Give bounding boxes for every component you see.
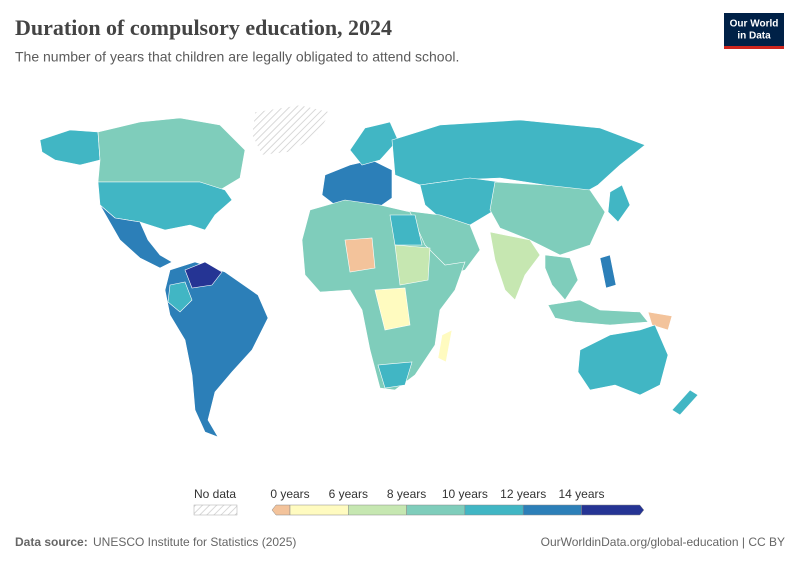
no-data-label: No data bbox=[194, 487, 236, 501]
logo-underline bbox=[724, 46, 784, 49]
central-asia bbox=[419, 177, 501, 226]
legend-label: 0 years bbox=[270, 487, 309, 501]
alaska bbox=[39, 129, 101, 166]
title: Duration of compulsory education, 2024 bbox=[15, 15, 392, 40]
philippines bbox=[599, 254, 617, 289]
scandinavia bbox=[349, 121, 399, 166]
legend-swatch bbox=[289, 504, 349, 516]
japan bbox=[607, 184, 631, 223]
indonesia bbox=[547, 299, 649, 326]
map bbox=[39, 104, 699, 438]
legend-swatch bbox=[271, 504, 291, 516]
logo-box bbox=[724, 13, 784, 49]
url[interactable]: OurWorldinData.org/global-education | CC… bbox=[541, 535, 785, 549]
legend-swatch bbox=[406, 504, 466, 516]
legend-label: 14 years bbox=[558, 487, 604, 501]
no-data-swatch bbox=[193, 504, 238, 516]
east-africa bbox=[394, 244, 431, 286]
legend-swatch bbox=[464, 504, 524, 516]
australia bbox=[577, 324, 669, 396]
legend-label: 10 years bbox=[442, 487, 488, 501]
venezuela bbox=[184, 261, 223, 289]
source: UNESCO Institute for Statistics (2025) bbox=[93, 535, 296, 549]
madagascar bbox=[437, 329, 453, 363]
andes bbox=[167, 281, 193, 313]
greenland bbox=[251, 104, 331, 156]
southern-africa bbox=[377, 361, 413, 389]
subtitle: The number of years that children are le… bbox=[15, 49, 459, 65]
india bbox=[489, 231, 541, 301]
legend-label: 8 years bbox=[387, 487, 426, 501]
legend: No data 0 years 6 years 8 years 10 years 12 … bbox=[193, 487, 645, 516]
logo[interactable]: Our World in Data bbox=[724, 13, 784, 49]
logo-text: in Data bbox=[737, 31, 771, 42]
canada bbox=[97, 117, 246, 191]
legend-swatch bbox=[581, 504, 645, 516]
source-label: Data source: bbox=[15, 535, 88, 549]
southeast-asia bbox=[544, 254, 579, 301]
egypt bbox=[389, 214, 423, 246]
legend-label: 6 years bbox=[329, 487, 368, 501]
central-africa bbox=[374, 287, 411, 331]
logo-text: Our World bbox=[730, 19, 779, 30]
mexico bbox=[99, 204, 173, 269]
south-america bbox=[164, 261, 269, 438]
legend-swatch bbox=[522, 504, 582, 516]
legend-swatch bbox=[348, 504, 407, 516]
legend-label: 12 years bbox=[500, 487, 546, 501]
sahel bbox=[344, 237, 376, 273]
china bbox=[489, 181, 606, 256]
new-zealand bbox=[671, 389, 699, 416]
